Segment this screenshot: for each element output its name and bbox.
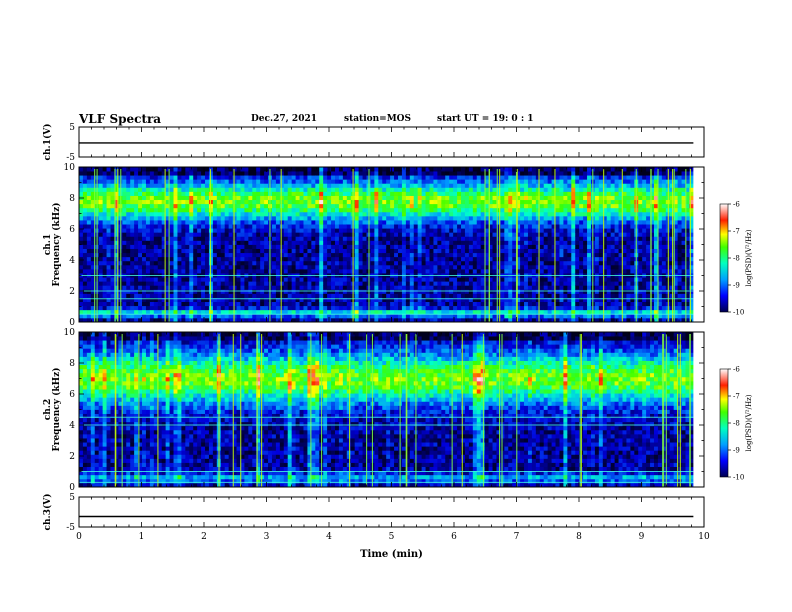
colorbar-label: log(PSD)(V²/Hz) [745, 229, 753, 286]
colorbar-tick-label: -10 [733, 309, 744, 317]
y-tick-label: -5 [66, 523, 75, 533]
x-tick-label: 1 [139, 532, 145, 542]
y-tick-label: 0 [69, 483, 75, 493]
y-tick-label: 2 [69, 287, 75, 297]
y-tick-label: 6 [69, 225, 75, 235]
colorbar-tick-label: -9 [733, 447, 740, 455]
x-tick-label: 3 [264, 532, 270, 542]
ch2-spectrogram-image [79, 332, 694, 487]
colorbar-ch2-spectrogram: -6 -7 -8 -9 -10 log(PSD)(V²/Hz) [720, 366, 753, 482]
panel-ch1-waveform: 5 -5 ch.1(V) [42, 123, 704, 163]
y-tick-label: 4 [69, 256, 75, 266]
x-axis-label: Time (min) [360, 549, 423, 560]
panel-ch3-waveform: 5 -5 ch.3(V) [42, 493, 704, 533]
y-axis-label: ch.1(V) [42, 124, 53, 161]
y-tick-label: 10 [64, 163, 76, 173]
y-tick-label: 6 [69, 390, 75, 400]
y-tick-label: 10 [64, 328, 76, 338]
colorbar-tick-label: -8 [733, 255, 740, 263]
colorbar-tick-label: -9 [733, 282, 740, 290]
y-tick-label: 0 [69, 318, 75, 328]
x-tick-label: 4 [326, 532, 332, 542]
x-tick-label: 10 [698, 532, 710, 542]
x-tick-label: 2 [201, 532, 207, 542]
x-tick-label: 7 [514, 532, 520, 542]
x-tick-label: 0 [76, 532, 82, 542]
colorbar-label: log(PSD)(V²/Hz) [745, 394, 753, 451]
colorbar-tick-label: -8 [733, 420, 740, 428]
colorbar-tick-label: -6 [733, 366, 740, 374]
colorbar-tick-label: -6 [733, 201, 740, 209]
y-axis-label: ch.3(V) [42, 494, 53, 531]
y-tick-label: 5 [69, 493, 75, 503]
colorbar-tick-label: -7 [733, 393, 740, 401]
ch1-spectrogram-image [79, 167, 694, 322]
y-tick-label: 2 [69, 452, 75, 462]
y-axis-label: Frequency (kHz) [51, 367, 62, 451]
y-axis-label: Frequency (kHz) [51, 202, 62, 286]
x-tick-label: 5 [389, 532, 395, 542]
y-tick-label: -5 [66, 153, 75, 163]
y-tick-label: 5 [69, 123, 75, 133]
x-tick-label: 9 [639, 532, 645, 542]
y-tick-label: 4 [69, 421, 75, 431]
y-tick-label: 8 [69, 194, 75, 204]
colorbar-tick-label: -10 [733, 474, 744, 482]
y-tick-label: 8 [69, 359, 75, 369]
colorbar-tick-label: -7 [733, 228, 740, 236]
x-tick-label: 8 [576, 532, 582, 542]
colorbar-ch1-spectrogram: -6 -7 -8 -9 -10 log(PSD)(V²/Hz) [720, 201, 753, 317]
x-tick-label: 6 [451, 532, 457, 542]
